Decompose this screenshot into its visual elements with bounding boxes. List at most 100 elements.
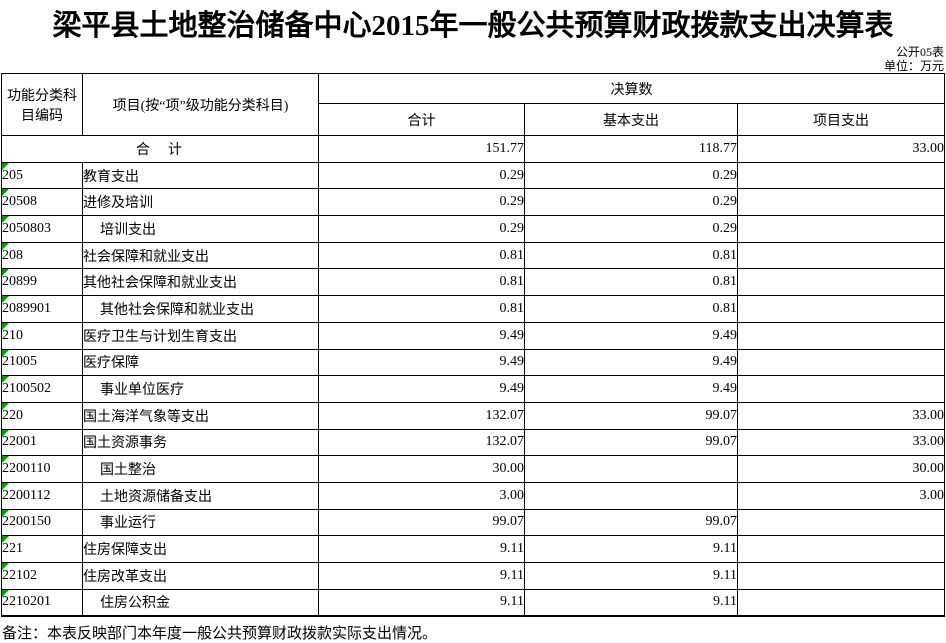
green-triangle-icon <box>2 590 9 597</box>
project-cell: 33.00 <box>736 401 946 430</box>
table-row: 2100502 事业单位医疗 9.49 9.49 <box>1 375 946 403</box>
meta-block: 公开05表 单位：万元 <box>0 45 946 73</box>
sheet-number-label: 公开05表 <box>895 45 944 59</box>
total-cell: 0.29 <box>318 188 525 217</box>
green-triangle-icon <box>2 349 9 357</box>
green-triangle-icon <box>2 536 9 544</box>
code-cell: 20508 <box>1 188 83 217</box>
table-row: 2050803 培训支出 0.29 0.29 <box>1 215 946 243</box>
code-cell: 2200112 <box>1 481 83 510</box>
table-row: 208 社会保障和就业支出 0.81 0.81 <box>1 241 946 270</box>
total-cell: 0.29 <box>318 161 525 190</box>
project-cell <box>736 215 946 243</box>
table-row: 210 医疗卫生与计划生育支出 9.49 9.49 <box>1 321 946 350</box>
green-triangle-icon <box>2 216 9 224</box>
table-row: 2200150 事业运行 99.07 99.07 <box>1 508 946 537</box>
project-cell: 33.00 <box>736 428 946 457</box>
project-cell <box>736 295 946 323</box>
basic-cell: 9.11 <box>524 535 738 563</box>
item-cell: 进修及培训 <box>82 188 319 217</box>
green-triangle-icon <box>2 563 9 570</box>
green-triangle-icon <box>2 456 9 464</box>
code-cell: 2200150 <box>1 508 83 537</box>
project-cell <box>736 188 946 217</box>
green-triangle-icon <box>2 510 9 517</box>
project-cell <box>736 321 946 350</box>
green-triangle-icon <box>2 376 9 384</box>
item-cell: 其他社会保障和就业支出 <box>82 268 319 297</box>
basic-cell: 99.07 <box>524 428 738 457</box>
total-row: 合 计 151.77 118.77 33.00 <box>1 135 946 163</box>
green-triangle-icon <box>2 243 9 250</box>
project-cell <box>736 268 946 297</box>
table-row: 2200110 国土整治 30.00 30.00 <box>1 455 946 483</box>
project-cell <box>736 562 946 590</box>
code-cell: 22001 <box>1 428 83 457</box>
basic-cell: 0.81 <box>524 241 738 270</box>
item-cell: 教育支出 <box>82 161 319 190</box>
total-cell: 9.49 <box>318 375 525 403</box>
table-row: 220 国土海洋气象等支出 132.07 99.07 33.00 <box>1 401 946 430</box>
item-cell: 住房保障支出 <box>82 535 319 563</box>
total-cell: 9.11 <box>318 588 525 617</box>
basic-cell: 9.11 <box>524 588 738 617</box>
header-item: 项目(按“项”级功能分类科目) <box>82 73 319 136</box>
total-cell: 0.81 <box>318 241 525 270</box>
table-row: 2089901 其他社会保障和就业支出 0.81 0.81 <box>1 295 946 323</box>
basic-cell: 9.49 <box>524 348 738 377</box>
item-cell: 国土资源事务 <box>82 428 319 457</box>
code-cell: 22102 <box>1 562 83 590</box>
basic-cell: 99.07 <box>524 401 738 430</box>
table-row: 22102 住房改革支出 9.11 9.11 <box>1 562 946 590</box>
table-row: 20899 其他社会保障和就业支出 0.81 0.81 <box>1 268 946 297</box>
basic-cell <box>524 455 738 483</box>
total-row-basic-cell: 118.77 <box>524 135 738 163</box>
code-cell: 221 <box>1 535 83 563</box>
table-row: 2200112 土地资源储备支出 3.00 3.00 <box>1 481 946 510</box>
table-row: 221 住房保障支出 9.11 9.11 <box>1 535 946 563</box>
code-cell: 2200110 <box>1 455 83 483</box>
item-cell: 医疗卫生与计划生育支出 <box>82 321 319 350</box>
green-triangle-icon <box>2 269 9 277</box>
code-cell: 208 <box>1 241 83 270</box>
header-project: 项目支出 <box>736 103 946 136</box>
total-cell: 30.00 <box>318 455 525 483</box>
basic-cell: 0.81 <box>524 268 738 297</box>
project-cell <box>736 535 946 563</box>
total-cell: 9.11 <box>318 535 525 563</box>
project-cell <box>736 508 946 537</box>
basic-cell <box>524 481 738 510</box>
basic-cell: 0.29 <box>524 215 738 243</box>
code-cell: 20899 <box>1 268 83 297</box>
basic-cell: 0.29 <box>524 188 738 217</box>
header-basic: 基本支出 <box>524 103 738 136</box>
code-cell: 2100502 <box>1 375 83 403</box>
total-cell: 9.11 <box>318 562 525 590</box>
basic-cell: 9.49 <box>524 321 738 350</box>
item-cell: 住房改革支出 <box>82 562 319 590</box>
item-cell: 事业单位医疗 <box>82 375 319 403</box>
code-cell: 2089901 <box>1 295 83 323</box>
footer-note: 备注：本表反映部门本年度一般公共预算财政拨款实际支出情况。 <box>2 625 438 642</box>
basic-cell: 9.49 <box>524 375 738 403</box>
item-cell: 其他社会保障和就业支出 <box>82 295 319 323</box>
total-cell: 132.07 <box>318 428 525 457</box>
table-row: 20508 进修及培训 0.29 0.29 <box>1 188 946 217</box>
project-cell <box>736 588 946 617</box>
total-row-total-cell: 151.77 <box>318 135 525 163</box>
code-cell: 2210201 <box>1 588 83 617</box>
basic-cell: 0.29 <box>524 161 738 190</box>
item-cell: 土地资源储备支出 <box>82 481 319 510</box>
project-cell <box>736 241 946 270</box>
green-triangle-icon <box>2 323 9 330</box>
header-total: 合计 <box>318 103 525 136</box>
item-cell: 社会保障和就业支出 <box>82 241 319 270</box>
page-title: 梁平县土地整治储备中心2015年一般公共预算财政拨款支出决算表 <box>52 10 894 42</box>
item-cell: 国土海洋气象等支出 <box>82 401 319 430</box>
header-code: 功能分类科目编码 <box>1 73 83 136</box>
green-triangle-icon <box>2 189 9 197</box>
green-triangle-icon <box>2 296 9 304</box>
project-cell <box>736 348 946 377</box>
code-cell: 210 <box>1 321 83 350</box>
project-cell: 3.00 <box>736 481 946 510</box>
